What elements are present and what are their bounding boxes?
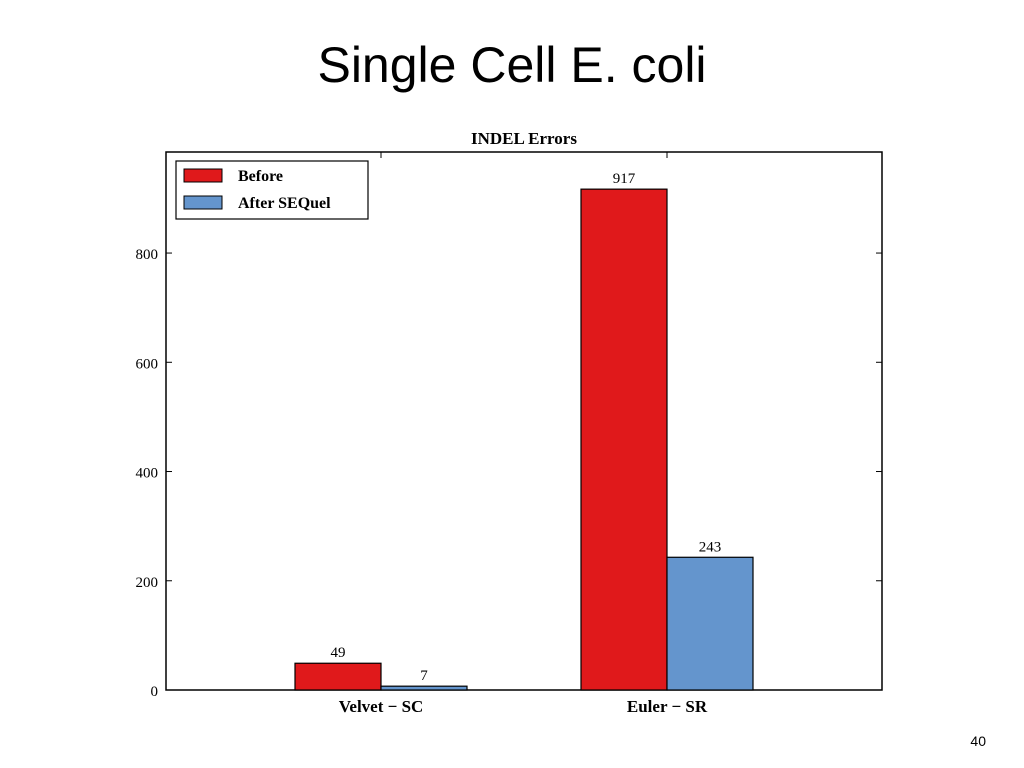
x-axis: Velvet − SC Euler − SR [339, 152, 708, 716]
slide-title: Single Cell E. coli [317, 37, 707, 93]
bar-before [294, 662, 382, 691]
bar-after-sequel [380, 685, 468, 691]
x-category-label: Euler − SR [627, 697, 708, 716]
y-tick-label: 600 [136, 356, 159, 372]
legend-label-before: Before [238, 168, 283, 185]
bar-before [580, 188, 668, 691]
page-number: 40 [970, 733, 986, 749]
y-tick-label: 200 [136, 575, 159, 591]
bar-value-label: 49 [331, 645, 346, 661]
legend: Before After SEQuel [175, 160, 369, 220]
bar-value-label: 917 [613, 171, 636, 187]
chart-title: INDEL Errors [471, 129, 577, 148]
bar-value-label: 7 [420, 668, 428, 684]
y-tick-label: 0 [151, 684, 159, 700]
bar-value-label: 243 [699, 539, 722, 555]
x-category-label: Velvet − SC [339, 697, 424, 716]
y-axis: 0 200 400 600 800 [136, 247, 882, 700]
bars-group: 49 7 917 243 [294, 171, 754, 691]
y-tick-label: 800 [136, 247, 159, 263]
bar-after-sequel [666, 556, 754, 691]
plot-area-frame [165, 151, 883, 691]
legend-swatch-before [183, 168, 223, 183]
legend-label-after-sequel: After SEQuel [238, 195, 331, 212]
legend-swatch-after-sequel [183, 195, 223, 210]
y-tick-label: 400 [136, 466, 159, 482]
